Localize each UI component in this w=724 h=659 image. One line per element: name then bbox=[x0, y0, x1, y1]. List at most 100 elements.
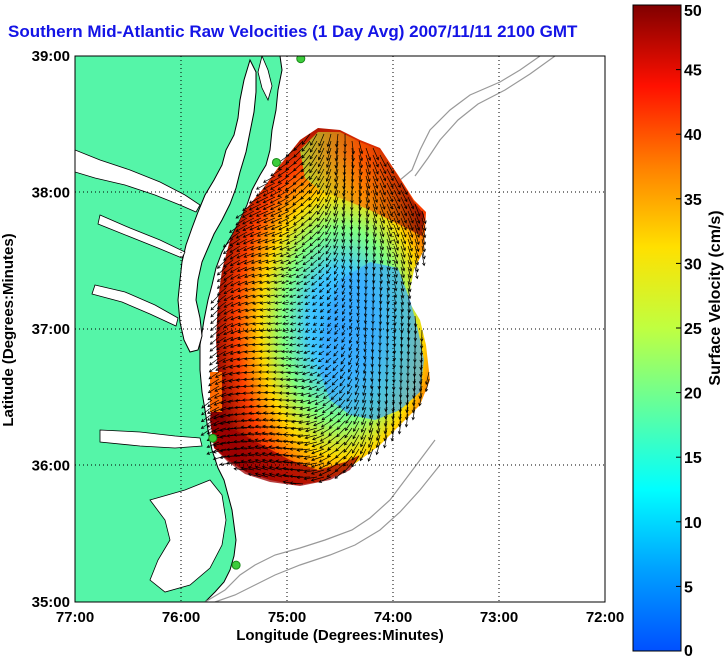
velocity-arrow bbox=[284, 182, 297, 191]
velocity-arrow bbox=[289, 447, 304, 451]
velocity-arrow bbox=[210, 308, 220, 318]
velocity-arrow bbox=[240, 466, 255, 471]
velocity-arrow bbox=[233, 446, 248, 451]
velocity-arrow bbox=[393, 245, 399, 258]
velocity-arrow bbox=[414, 231, 420, 246]
x-tick-labels: 77:00 76:00 75:00 74:00 73:00 72:00 bbox=[56, 609, 624, 626]
velocity-arrow bbox=[311, 287, 318, 293]
velocity-arrow bbox=[333, 343, 339, 350]
velocity-arrow bbox=[302, 357, 311, 362]
velocity-arrow bbox=[347, 378, 353, 388]
velocity-arrow bbox=[326, 469, 339, 478]
velocity-arrow bbox=[312, 329, 318, 333]
velocity-arrow bbox=[318, 350, 325, 355]
velocity-arrow bbox=[301, 224, 311, 233]
x-tick-label: 77:00 bbox=[56, 609, 94, 626]
velocity-arrow bbox=[334, 329, 339, 335]
velocity-arrow bbox=[329, 406, 339, 415]
velocity-arrow bbox=[233, 439, 248, 444]
velocity-arrow bbox=[356, 287, 361, 297]
velocity-arrow bbox=[372, 182, 379, 196]
velocity-arrow bbox=[249, 397, 262, 402]
velocity-arrow bbox=[274, 328, 283, 333]
velocity-arrow bbox=[365, 175, 371, 190]
velocity-arrow bbox=[333, 210, 339, 223]
velocity-arrow bbox=[293, 231, 304, 239]
velocity-arrow bbox=[317, 252, 325, 261]
velocity-arrow bbox=[244, 315, 255, 320]
velocity-arrow bbox=[393, 217, 400, 231]
velocity-arrow bbox=[223, 336, 234, 342]
velocity-arrow bbox=[317, 364, 325, 370]
velocity-arrow bbox=[310, 476, 325, 482]
velocity-arrow bbox=[296, 455, 311, 459]
velocity-arrow bbox=[255, 182, 269, 190]
velocity-arrow bbox=[379, 168, 387, 182]
velocity-arrow bbox=[267, 328, 276, 333]
velocity-arrow bbox=[407, 273, 412, 286]
velocity-arrow bbox=[397, 420, 402, 435]
colorbar-tick-label: 5 bbox=[684, 579, 693, 596]
velocity-arrow bbox=[372, 238, 377, 251]
velocity-arrow bbox=[223, 245, 234, 255]
velocity-arrow bbox=[269, 196, 283, 204]
velocity-arrow bbox=[207, 399, 220, 407]
velocity-arrow bbox=[400, 280, 405, 292]
velocity-arrow bbox=[247, 418, 262, 422]
velocity-arrow bbox=[361, 413, 367, 426]
velocity-arrow bbox=[295, 364, 304, 368]
velocity-arrow bbox=[295, 280, 304, 285]
velocity-arrow bbox=[277, 168, 290, 177]
velocity-arrow bbox=[379, 175, 386, 189]
velocity-arrow bbox=[270, 175, 283, 183]
velocity-arrow bbox=[255, 418, 269, 422]
velocity-arrow bbox=[256, 217, 269, 224]
velocity-arrow bbox=[362, 378, 367, 389]
velocity-arrow bbox=[254, 424, 269, 429]
velocity-arrow bbox=[236, 245, 248, 252]
velocity-arrow bbox=[414, 252, 420, 266]
velocity-arrow bbox=[384, 385, 389, 398]
velocity-arrow bbox=[269, 418, 283, 422]
velocity-arrow bbox=[289, 467, 304, 472]
velocity-arrow bbox=[339, 371, 346, 380]
velocity-arrow bbox=[296, 462, 311, 466]
velocity-arrow bbox=[407, 238, 413, 252]
velocity-arrow bbox=[393, 182, 401, 196]
velocity-arrow bbox=[264, 238, 276, 244]
velocity-arrow bbox=[287, 252, 297, 258]
velocity-arrow bbox=[341, 238, 346, 250]
velocity-arrow bbox=[319, 336, 325, 341]
velocity-arrow bbox=[320, 420, 332, 428]
velocity-arrow bbox=[393, 280, 398, 292]
velocity-arrow bbox=[287, 370, 297, 375]
velocity-arrow bbox=[386, 245, 392, 258]
velocity-arrow bbox=[235, 231, 248, 239]
velocity-arrow bbox=[304, 294, 311, 299]
velocity-arrow bbox=[372, 224, 377, 238]
velocity-arrow bbox=[226, 440, 241, 445]
velocity-arrow bbox=[362, 371, 367, 382]
velocity-arrow bbox=[274, 335, 283, 340]
velocity-arrow bbox=[386, 161, 394, 174]
velocity-arrow bbox=[229, 266, 241, 273]
velocity-arrow bbox=[385, 336, 390, 347]
velocity-arrow bbox=[262, 182, 276, 190]
colorbar-tick-label: 10 bbox=[684, 515, 702, 532]
velocity-arrow bbox=[360, 420, 367, 433]
velocity-arrow bbox=[311, 280, 318, 286]
colorbar-tick-label: 30 bbox=[684, 256, 702, 273]
velocity-arrow bbox=[248, 404, 262, 409]
velocity-arrow bbox=[341, 322, 346, 329]
velocity-arrow bbox=[344, 420, 353, 432]
velocity-arrow bbox=[235, 210, 248, 219]
velocity-arrow bbox=[259, 321, 269, 326]
velocity-arrow bbox=[317, 168, 325, 182]
velocity-arrow bbox=[280, 259, 290, 264]
velocity-arrow bbox=[407, 252, 413, 266]
velocity-arrow bbox=[325, 168, 332, 182]
velocity-arrow bbox=[379, 245, 384, 258]
velocity-arrow bbox=[240, 439, 255, 443]
velocity-arrow bbox=[209, 350, 220, 359]
velocity-arrow bbox=[318, 448, 332, 456]
